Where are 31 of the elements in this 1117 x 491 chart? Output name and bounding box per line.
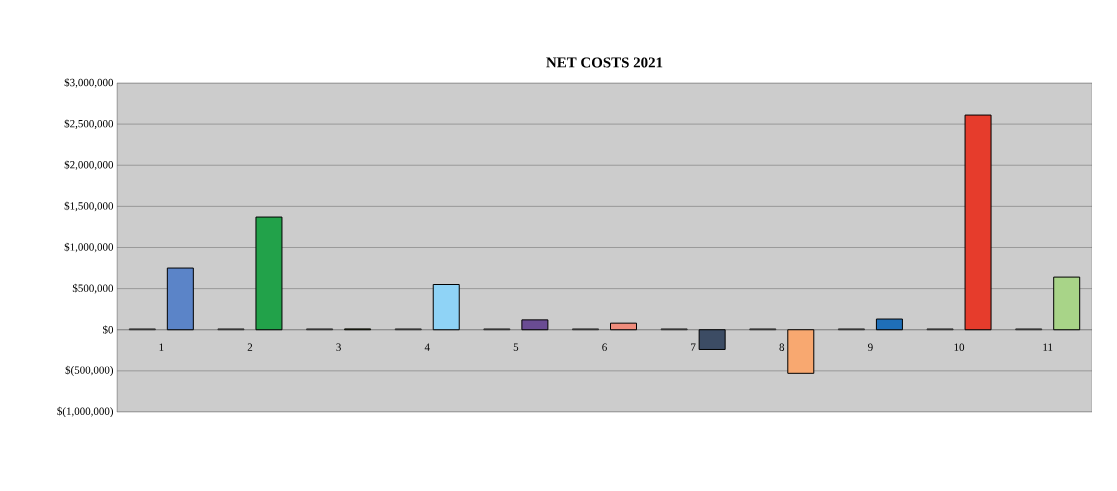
y-tick-label: $(1,000,000) [57, 406, 114, 418]
bar [787, 329, 815, 374]
x-tick-label: 11 [1043, 343, 1053, 351]
x-tick-label: 8 [779, 343, 785, 351]
y-tick-label: $1,000,000 [64, 242, 114, 253]
bar [166, 267, 194, 331]
x-tick-label: 2 [247, 343, 253, 351]
y-tick-label: $(500,000) [65, 365, 114, 376]
y-tick-label: $3,000,000 [64, 78, 114, 88]
bar [875, 318, 903, 331]
y-tick-label: $1,500,000 [64, 201, 114, 212]
bar [521, 319, 549, 331]
y-tick-label: $0 [103, 325, 114, 335]
bar [610, 322, 638, 331]
y-tick-label: $2,500,000 [64, 119, 114, 129]
bar [698, 329, 726, 350]
x-tick-label: 1 [159, 343, 164, 351]
x-tick-label: 7 [691, 343, 696, 351]
x-tick-label: 4 [424, 343, 430, 351]
y-tick-label: $500,000 [72, 283, 114, 294]
x-tick-label: 10 [954, 343, 965, 351]
chart-title: NET COSTS 2021 [546, 57, 663, 68]
y-tick-label: $2,000,000 [64, 160, 114, 171]
bar [1053, 276, 1081, 331]
x-tick-label: 3 [336, 343, 341, 351]
x-tick-label: 6 [602, 343, 607, 351]
bar [432, 284, 460, 331]
bar [964, 114, 992, 331]
x-tick-label: 9 [868, 343, 873, 351]
bar [255, 216, 283, 331]
x-tick-label: 5 [513, 343, 519, 351]
